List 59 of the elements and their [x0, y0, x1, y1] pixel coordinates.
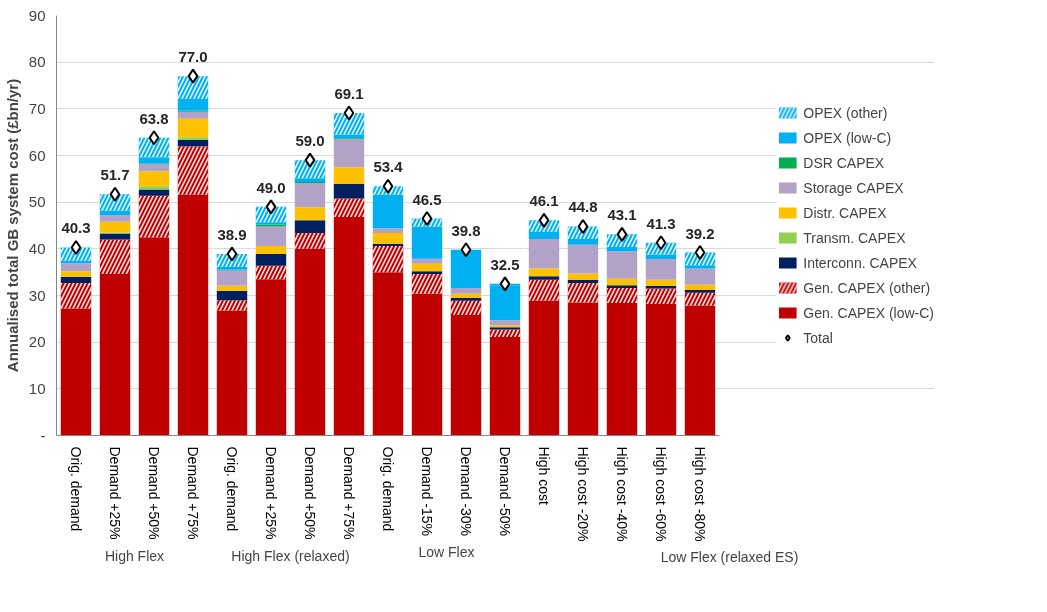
x-tick-label: Demand +75% [341, 446, 357, 540]
data-label: 46.5 [412, 190, 442, 208]
x-tick-label: High cost [536, 446, 552, 505]
data-label: 51.7 [100, 166, 130, 184]
data-label: 59.0 [295, 132, 325, 150]
data-label: 49.0 [256, 178, 286, 196]
data-label: 43.1 [607, 206, 637, 224]
data-label: 38.9 [217, 225, 247, 243]
x-tick-label: Demand -30% [458, 446, 474, 536]
x-tick-label: Demand +25% [263, 446, 279, 540]
x-tick-label: Demand -15% [419, 446, 435, 536]
data-label: 32.5 [490, 255, 520, 273]
legend-label: Distr. CAPEX [803, 204, 887, 221]
legend-label: OPEX (low-C) [803, 129, 892, 146]
legend-label: Storage CAPEX [803, 179, 904, 196]
x-axis-title: Low Flex (relaxed ES) [660, 549, 799, 566]
data-label: 63.8 [139, 109, 169, 127]
y-tick-label: 60 [28, 146, 46, 164]
data-label: 40.3 [61, 219, 91, 237]
y-tick-label: 10 [28, 379, 46, 397]
x-tick-label: High cost -20% [575, 446, 591, 542]
data-label: 39.8 [451, 221, 481, 239]
legend-label: Transm. CAPEX [803, 229, 906, 246]
x-tick-label: Orig. demand [68, 446, 84, 532]
x-tick-label: High cost -60% [653, 446, 669, 542]
legend-label: OPEX (other) [803, 104, 888, 121]
data-label: 69.1 [334, 85, 364, 103]
x-axis-title: High Flex (relaxed) [231, 547, 350, 564]
x-tick-label: Demand +50% [146, 446, 162, 540]
y-axis-title: Annualised total GB system cost (£bn/yr) [3, 78, 21, 373]
x-tick-label: High cost -80% [692, 446, 708, 542]
legend-label: Gen. CAPEX (other) [803, 279, 931, 296]
y-tick-label: 40 [28, 239, 46, 257]
data-label: 77.0 [178, 48, 208, 66]
y-tick-label: 90 [28, 6, 46, 24]
x-tick-label: Demand +75% [185, 446, 201, 540]
x-tick-label: High cost -40% [614, 446, 630, 542]
data-label: 44.8 [568, 198, 598, 216]
data-label: 39.2 [685, 224, 715, 242]
y-tick-label: - [40, 426, 46, 444]
x-tick-label: Orig. demand [380, 446, 396, 532]
x-tick-label: Demand +25% [107, 446, 123, 540]
data-label: 53.4 [373, 158, 404, 176]
legend-label: Total [803, 329, 833, 346]
x-tick-label: Demand +50% [302, 446, 318, 540]
y-tick-label: 20 [28, 333, 46, 351]
data-label: 46.1 [529, 192, 559, 210]
legend-label: Interconn. CAPEX [803, 254, 917, 271]
legend-label: Gen. CAPEX (low-C) [803, 304, 934, 321]
x-tick-label: Demand -50% [497, 446, 513, 536]
data-label: 41.3 [646, 214, 676, 232]
x-tick-label: Orig. demand [224, 446, 240, 532]
x-axis-title: High Flex [104, 547, 165, 564]
y-tick-label: 30 [28, 286, 46, 304]
y-tick-label: 50 [28, 193, 46, 211]
y-tick-label: 70 [28, 99, 46, 117]
y-tick-label: 80 [28, 53, 46, 71]
x-axis-title: Low Flex [418, 543, 475, 560]
legend-label: DSR CAPEX [803, 154, 885, 171]
